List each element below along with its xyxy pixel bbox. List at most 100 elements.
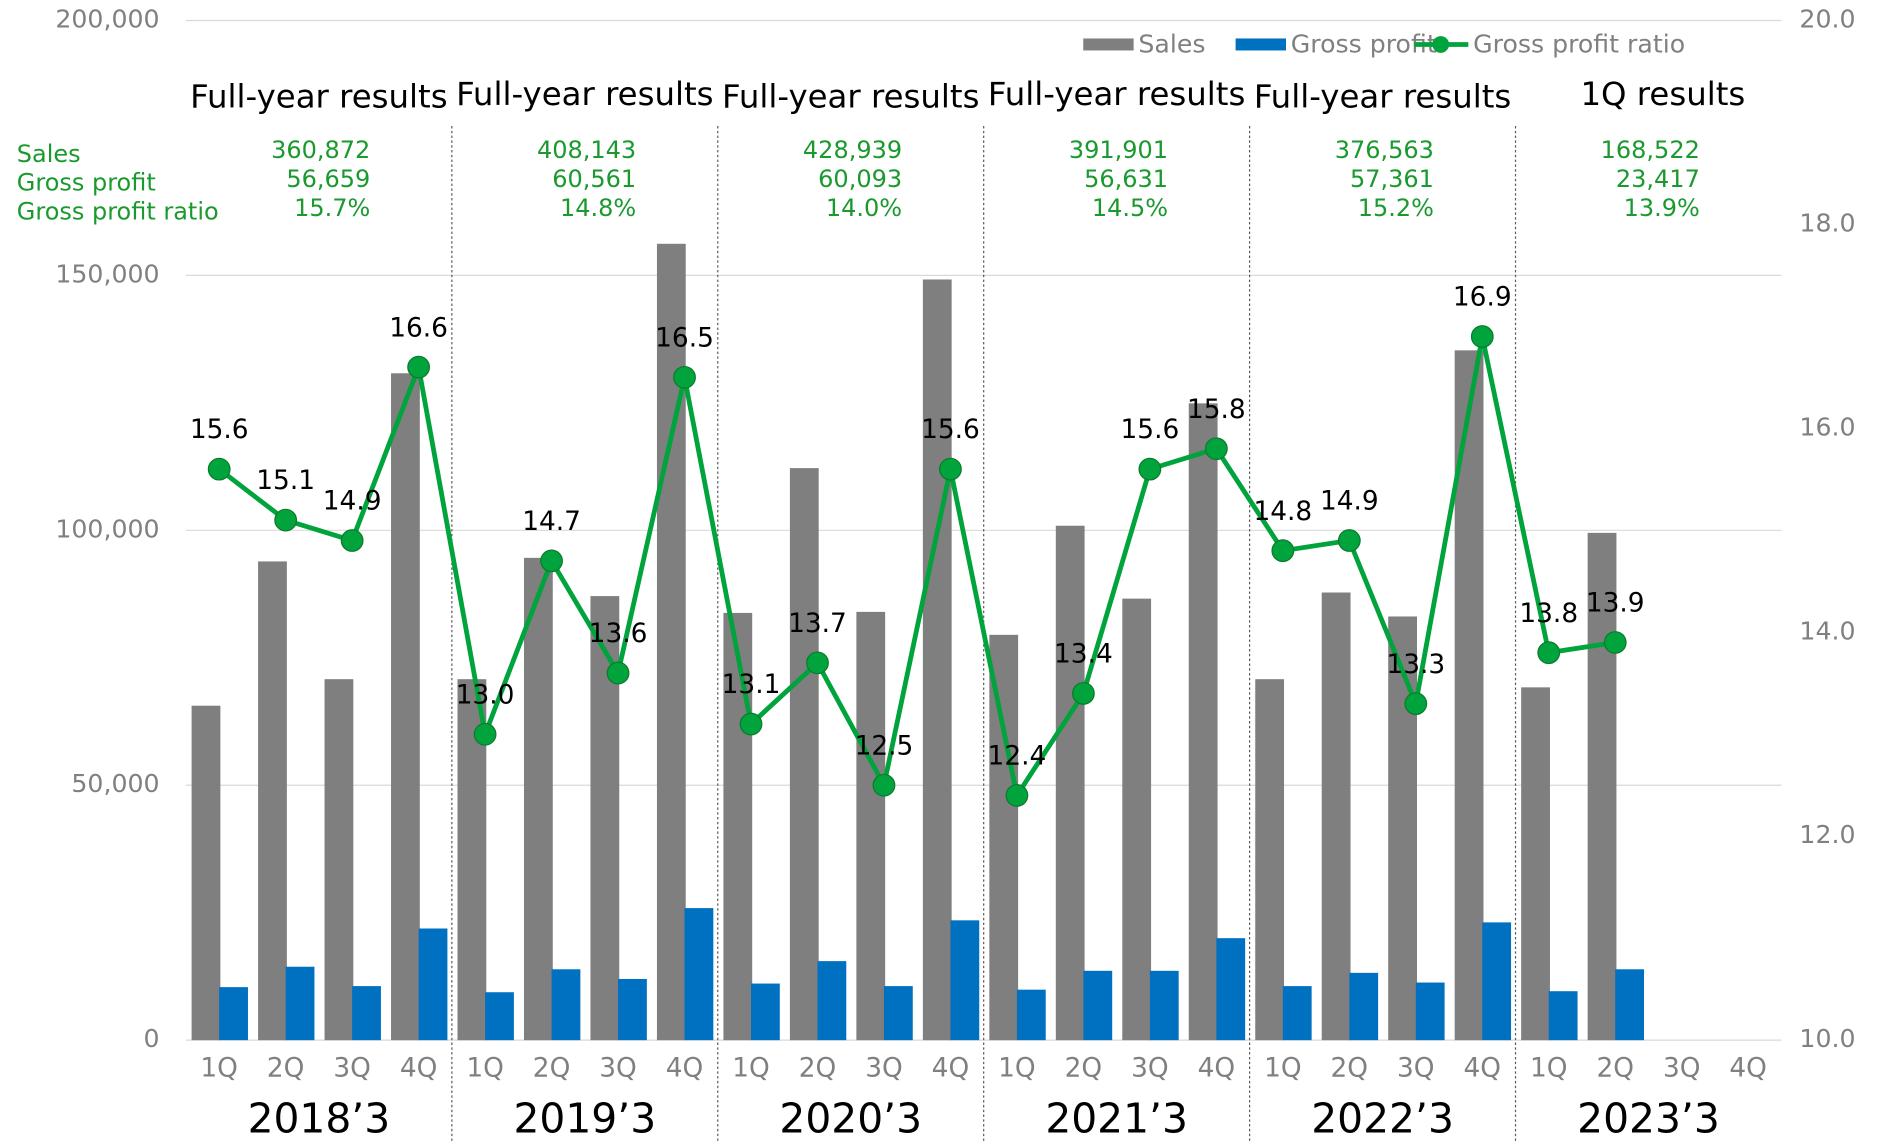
y-tick-label: 150,000 <box>55 259 159 288</box>
x-tick-label: 4Q <box>1198 1053 1236 1083</box>
line-point <box>873 774 895 796</box>
line-point <box>275 509 297 531</box>
line-point <box>807 652 829 674</box>
summary-header: Full-year results <box>190 77 447 115</box>
x-tick-label: 3Q <box>599 1053 637 1083</box>
bar <box>1615 969 1644 1040</box>
x-tick-label: 2Q <box>1596 1053 1634 1083</box>
summary-value: 428,939 <box>803 136 902 164</box>
line-point <box>607 662 629 684</box>
x-tick-label: 1Q <box>1530 1053 1568 1083</box>
summary-value: 23,417 <box>1616 165 1700 193</box>
line-point <box>1405 693 1427 715</box>
bar <box>751 984 780 1041</box>
x-tick-label: 4Q <box>1464 1053 1502 1083</box>
bar <box>817 961 846 1040</box>
data-label: 16.9 <box>1453 283 1512 313</box>
bar <box>286 967 315 1040</box>
y2-tick-label: 16.0 <box>1799 412 1855 441</box>
group-label: 2020’3 <box>779 1095 922 1141</box>
data-label: 13.4 <box>1054 640 1113 670</box>
data-label: 13.9 <box>1586 589 1645 619</box>
summary-value: 408,143 <box>537 136 636 164</box>
x-tick-label: 2Q <box>267 1053 305 1083</box>
legend-swatch <box>1236 38 1286 50</box>
line-point <box>674 367 696 389</box>
summary-value: 13.9% <box>1624 194 1700 222</box>
bar <box>352 986 381 1040</box>
bar <box>1189 403 1218 1040</box>
bar <box>1083 971 1112 1040</box>
summary-value: 15.7% <box>294 194 370 222</box>
x-tick-label: 2Q <box>799 1053 837 1083</box>
bar <box>1122 599 1151 1041</box>
data-label: 15.1 <box>256 466 315 496</box>
bar <box>685 908 714 1040</box>
line-point <box>1272 540 1294 562</box>
x-tick-label: 3Q <box>865 1053 903 1083</box>
summary-value: 391,901 <box>1069 136 1168 164</box>
x-tick-label: 1Q <box>732 1053 770 1083</box>
line-point <box>740 713 762 735</box>
group-label: 2023’3 <box>1577 1095 1720 1141</box>
group-label: 2019’3 <box>513 1095 656 1141</box>
data-label: 14.9 <box>1320 487 1379 517</box>
summary-header: Full-year results <box>456 75 713 113</box>
x-tick-label: 1Q <box>466 1053 504 1083</box>
bar <box>1017 990 1046 1040</box>
summary-row-label: Sales <box>17 140 81 168</box>
summary-row-label: Gross profit <box>17 169 156 197</box>
y2-tick-label: 20.0 <box>1799 4 1855 33</box>
bar <box>1349 973 1378 1040</box>
data-label: 15.8 <box>1187 395 1246 425</box>
data-label: 16.6 <box>389 313 448 343</box>
summary-value: 56,659 <box>286 165 370 193</box>
x-tick-label: 3Q <box>1663 1053 1701 1083</box>
legend-label: Gross profit ratio <box>1473 30 1685 59</box>
bar <box>391 373 420 1040</box>
x-tick-label: 4Q <box>932 1053 970 1083</box>
group-label: 2018’3 <box>248 1095 391 1141</box>
x-tick-label: 2Q <box>1331 1053 1369 1083</box>
summary-value: 360,872 <box>271 136 370 164</box>
bar <box>618 979 647 1040</box>
bar <box>1416 983 1445 1041</box>
bar <box>1322 593 1351 1041</box>
bar <box>856 612 885 1040</box>
x-tick-label: 4Q <box>666 1053 704 1083</box>
x-tick-label: 4Q <box>400 1053 438 1083</box>
data-label: 15.6 <box>921 415 980 445</box>
x-tick-label: 1Q <box>1264 1053 1302 1083</box>
y-tick-label: 50,000 <box>71 769 159 798</box>
bar <box>1216 938 1245 1040</box>
summary-value: 14.0% <box>826 194 902 222</box>
x-tick-label: 3Q <box>1131 1053 1169 1083</box>
y2-tick-label: 18.0 <box>1799 208 1855 237</box>
line-point <box>208 458 230 480</box>
data-label: 16.5 <box>655 323 714 353</box>
data-label: 14.7 <box>522 507 581 537</box>
bar <box>419 928 448 1040</box>
legend-swatch <box>1432 36 1449 53</box>
line-point <box>1073 683 1095 705</box>
x-tick-label: 1Q <box>200 1053 238 1083</box>
bar <box>989 635 1018 1040</box>
bar <box>1549 991 1578 1040</box>
y2-tick-label: 14.0 <box>1799 616 1855 645</box>
bar <box>219 987 248 1040</box>
data-label: 13.8 <box>1519 599 1578 629</box>
summary-value: 168,522 <box>1601 136 1700 164</box>
chart: 050,000100,000150,000200,00010.012.014.0… <box>0 0 1881 1141</box>
data-label: 13.6 <box>589 619 648 649</box>
legend-swatch <box>1083 38 1133 50</box>
y2-tick-label: 12.0 <box>1799 820 1855 849</box>
data-label: 13.3 <box>1386 650 1445 680</box>
y-tick-label: 100,000 <box>55 514 159 543</box>
summary-value: 376,563 <box>1335 136 1434 164</box>
legend-label: Sales <box>1138 30 1205 59</box>
bar <box>790 468 819 1040</box>
summary-value: 14.8% <box>560 194 636 222</box>
summary-header: 1Q results <box>1580 75 1745 113</box>
data-label: 12.4 <box>988 742 1047 772</box>
summary-value: 15.2% <box>1358 194 1434 222</box>
